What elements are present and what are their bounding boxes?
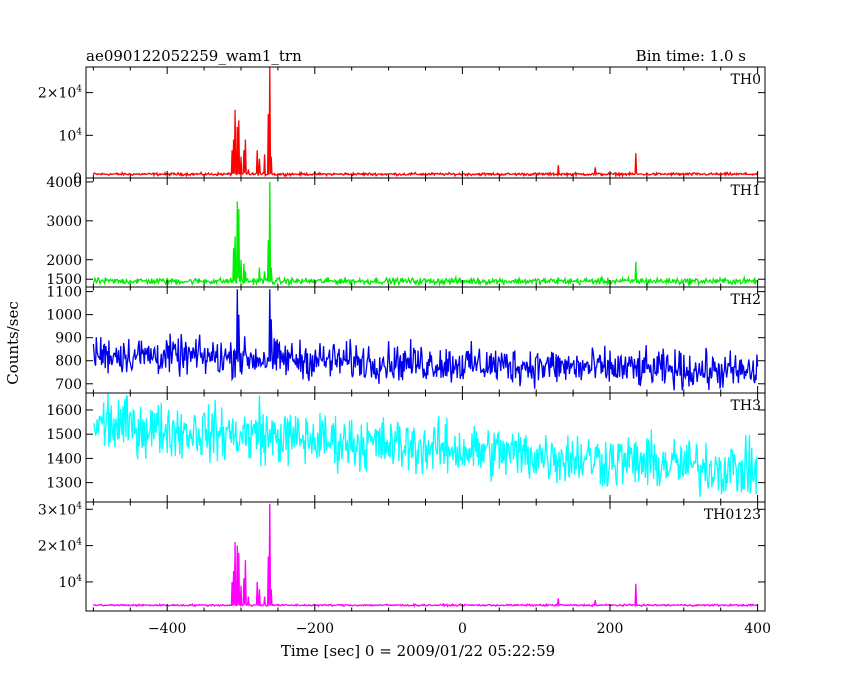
x-tick-label: 200 [597,621,624,637]
panel-label: TH0 [731,72,761,88]
panel-frame [85,501,766,612]
panel-label: TH1 [731,183,761,199]
y-tick-label: 104 [58,127,82,144]
panel-frame [85,177,766,288]
y-tick-label: 4000 [46,175,82,191]
y-tick-label: 0 [73,171,82,187]
x-tick-label: 0 [458,621,467,637]
x-tick-labels: −400 −200 0 200 400 [148,621,771,637]
series-line-th3 [92,393,758,498]
panel-label: TH3 [731,398,761,414]
panel-label: TH0123 [704,507,761,523]
chart-subtitle: Bin time: 1.0 s [636,47,746,65]
y-tick-label: 1000 [46,308,82,324]
panel-th0123: 104 2×104 3×104 TH0123 [38,501,766,612]
y-tick-label: 3000 [46,214,82,230]
panel-th0: 0 104 2×104 TH0 [38,66,766,187]
panel-th1: 1500 2000 3000 4000 TH1 [46,175,766,288]
y-tick-label: 104 [58,574,82,591]
panel-frame [85,66,766,179]
x-tick-label: 400 [744,621,771,637]
x-tick-label: −400 [148,621,186,637]
panel-label: TH2 [731,292,761,308]
y-tick-label: 2×104 [38,538,82,555]
panel-th3: 1300 1400 1500 1600 TH3 [46,392,766,503]
y-tick-label: 2000 [46,253,82,269]
panels-group: 0 104 2×104 TH0 1500 2000 3000 4000 TH1 700 800 900… [38,66,766,612]
y-tick-label: 1600 [46,403,82,419]
series-line-th0123 [92,503,758,608]
series-line-th2 [92,289,759,391]
y-tick-label: 700 [55,377,82,393]
y-tick-label: 800 [55,354,82,370]
series-line-th0 [92,67,759,178]
y-tick-label: 1500 [46,427,82,443]
y-tick-label: 1500 [46,272,82,288]
y-tick-label: 1300 [46,476,82,492]
y-tick-label: 1400 [46,451,82,467]
y-tick-label: 3×104 [38,501,82,518]
panel-th2: 700 800 900 1000 1100 TH2 [46,285,766,394]
y-tick-label: 1100 [46,285,82,301]
series-line-th1 [92,181,759,287]
y-axis-label: Counts/sec [4,301,22,385]
y-tick-label: 900 [55,331,82,347]
x-tick-label: −200 [296,621,334,637]
x-axis-label: Time [sec] 0 = 2009/01/22 05:22:59 [281,642,555,660]
y-tick-label: 2×104 [38,85,82,102]
chart-title: ae090122052259_wam1_trn [86,47,302,65]
